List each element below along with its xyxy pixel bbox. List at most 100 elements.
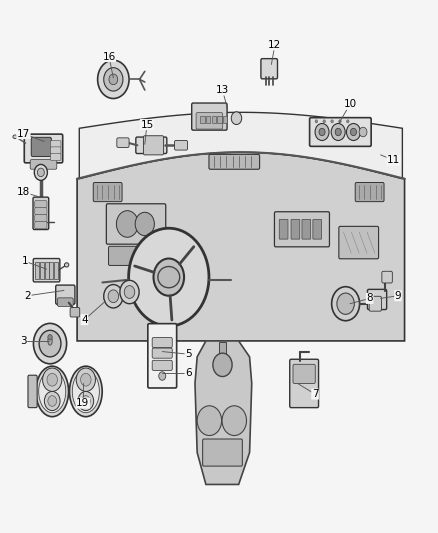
Circle shape bbox=[39, 330, 61, 357]
Text: 8: 8 bbox=[366, 293, 373, 303]
Circle shape bbox=[331, 120, 333, 123]
Circle shape bbox=[153, 259, 184, 296]
FancyBboxPatch shape bbox=[31, 138, 51, 157]
Text: 5: 5 bbox=[185, 349, 192, 359]
Circle shape bbox=[104, 68, 123, 91]
Circle shape bbox=[339, 120, 341, 123]
FancyBboxPatch shape bbox=[382, 271, 392, 283]
FancyBboxPatch shape bbox=[35, 221, 47, 229]
Bar bbox=[54, 262, 58, 279]
Ellipse shape bbox=[36, 366, 69, 417]
FancyBboxPatch shape bbox=[136, 137, 167, 154]
FancyBboxPatch shape bbox=[50, 154, 61, 161]
Circle shape bbox=[197, 406, 222, 435]
Bar bbox=[40, 262, 44, 279]
FancyBboxPatch shape bbox=[192, 103, 227, 130]
Ellipse shape bbox=[64, 263, 69, 267]
FancyBboxPatch shape bbox=[148, 324, 177, 388]
Circle shape bbox=[335, 128, 341, 136]
FancyBboxPatch shape bbox=[117, 138, 129, 148]
Bar bbox=[35, 262, 39, 279]
FancyBboxPatch shape bbox=[109, 246, 163, 265]
FancyBboxPatch shape bbox=[152, 337, 172, 348]
FancyBboxPatch shape bbox=[57, 298, 73, 306]
Circle shape bbox=[78, 391, 94, 410]
FancyBboxPatch shape bbox=[144, 136, 163, 155]
Circle shape bbox=[331, 124, 345, 141]
Text: 7: 7 bbox=[312, 389, 318, 399]
Text: 17: 17 bbox=[17, 128, 30, 139]
FancyBboxPatch shape bbox=[209, 155, 260, 169]
FancyBboxPatch shape bbox=[369, 296, 381, 311]
Ellipse shape bbox=[39, 370, 66, 413]
Circle shape bbox=[231, 112, 242, 125]
Bar bbox=[45, 262, 49, 279]
Text: 12: 12 bbox=[268, 40, 282, 50]
Text: 3: 3 bbox=[20, 336, 27, 346]
Text: 16: 16 bbox=[102, 52, 116, 61]
FancyBboxPatch shape bbox=[50, 147, 61, 155]
Circle shape bbox=[350, 128, 357, 136]
Circle shape bbox=[44, 391, 60, 410]
FancyBboxPatch shape bbox=[313, 220, 321, 239]
Circle shape bbox=[81, 373, 91, 386]
FancyBboxPatch shape bbox=[106, 204, 166, 244]
Circle shape bbox=[159, 372, 166, 380]
Polygon shape bbox=[79, 112, 403, 179]
FancyBboxPatch shape bbox=[35, 200, 47, 208]
Circle shape bbox=[76, 368, 95, 391]
Circle shape bbox=[109, 74, 118, 85]
FancyBboxPatch shape bbox=[35, 207, 47, 215]
Text: 1: 1 bbox=[21, 256, 28, 266]
Circle shape bbox=[47, 373, 57, 386]
Circle shape bbox=[323, 120, 325, 123]
Circle shape bbox=[98, 60, 129, 99]
Bar bbox=[212, 116, 216, 124]
FancyBboxPatch shape bbox=[196, 112, 223, 129]
Text: 13: 13 bbox=[216, 85, 229, 95]
FancyBboxPatch shape bbox=[203, 439, 242, 466]
Circle shape bbox=[124, 286, 135, 298]
Circle shape bbox=[129, 228, 209, 326]
Text: 4: 4 bbox=[81, 314, 88, 325]
Circle shape bbox=[48, 395, 57, 406]
Circle shape bbox=[120, 280, 139, 304]
FancyBboxPatch shape bbox=[275, 212, 329, 247]
FancyBboxPatch shape bbox=[56, 285, 75, 304]
FancyBboxPatch shape bbox=[279, 220, 288, 239]
Circle shape bbox=[337, 293, 354, 314]
Circle shape bbox=[315, 120, 318, 123]
FancyBboxPatch shape bbox=[310, 118, 371, 147]
FancyBboxPatch shape bbox=[367, 289, 387, 310]
FancyBboxPatch shape bbox=[261, 59, 278, 79]
Text: 15: 15 bbox=[140, 119, 154, 130]
Circle shape bbox=[48, 335, 52, 340]
FancyBboxPatch shape bbox=[24, 134, 63, 163]
FancyBboxPatch shape bbox=[290, 359, 318, 408]
Text: 9: 9 bbox=[395, 290, 401, 301]
Circle shape bbox=[81, 395, 90, 406]
Circle shape bbox=[33, 324, 67, 364]
FancyBboxPatch shape bbox=[152, 348, 172, 358]
FancyBboxPatch shape bbox=[30, 160, 57, 169]
FancyBboxPatch shape bbox=[93, 182, 122, 201]
Circle shape bbox=[135, 212, 154, 236]
Bar bbox=[200, 116, 205, 124]
Text: 6: 6 bbox=[185, 368, 192, 378]
Circle shape bbox=[332, 287, 360, 321]
Circle shape bbox=[213, 353, 232, 376]
Ellipse shape bbox=[70, 366, 102, 417]
FancyBboxPatch shape bbox=[70, 308, 80, 317]
Text: 2: 2 bbox=[25, 290, 31, 301]
FancyBboxPatch shape bbox=[302, 220, 311, 239]
Text: 11: 11 bbox=[387, 155, 400, 165]
Ellipse shape bbox=[48, 337, 52, 345]
FancyBboxPatch shape bbox=[35, 214, 47, 222]
Circle shape bbox=[315, 124, 329, 141]
Circle shape bbox=[37, 168, 44, 176]
FancyBboxPatch shape bbox=[50, 141, 61, 148]
Polygon shape bbox=[77, 152, 405, 341]
Polygon shape bbox=[195, 341, 252, 484]
FancyBboxPatch shape bbox=[28, 375, 37, 408]
Bar bbox=[217, 116, 222, 124]
